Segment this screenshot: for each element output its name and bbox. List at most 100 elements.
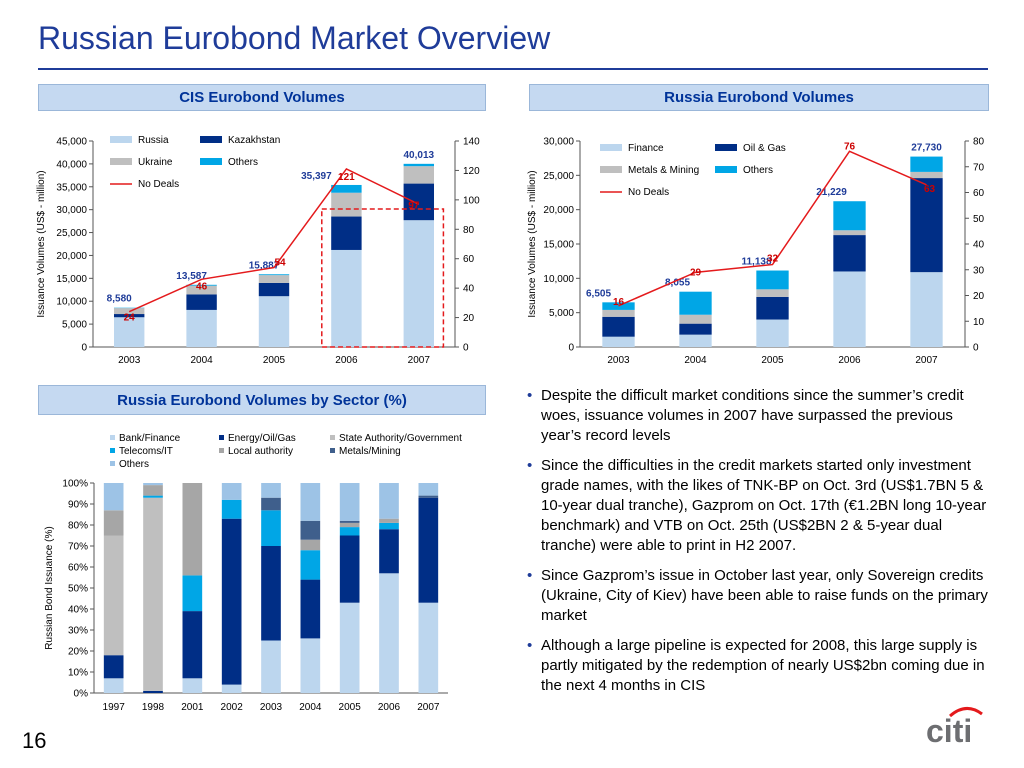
bar-segment <box>910 156 943 172</box>
y2-tick-label: 80 <box>463 225 475 236</box>
y-tick-label: 40% <box>68 605 88 616</box>
bar-total-label: 11,138 <box>741 257 771 268</box>
bullet-item: • Despite the difficult market conditions… <box>527 387 964 444</box>
bar-total-label: 13,587 <box>176 271 207 282</box>
bar-segment <box>418 497 439 603</box>
y-tick-label: 0 <box>81 343 87 354</box>
bar-segment <box>261 497 281 511</box>
bar-segment <box>186 309 217 347</box>
bar-segment <box>300 638 321 693</box>
bar-segment <box>602 316 635 337</box>
bar-segment <box>221 684 242 693</box>
bar-segment <box>182 611 203 679</box>
bar-segment <box>418 495 439 498</box>
bar-segment <box>403 163 435 167</box>
bar-segment <box>143 690 163 693</box>
x-tick-label: 2001 <box>181 702 204 713</box>
y-tick-label: 10,000 <box>543 274 574 285</box>
bar-segment <box>403 183 435 221</box>
bar-total-label: 8,580 <box>107 294 132 305</box>
bar-total-label: 15,887 <box>249 260 280 271</box>
bullet-text: Although a large pipeline is expected fo… <box>541 637 985 694</box>
legend-label: No Deals <box>138 179 179 190</box>
bar-segment <box>186 294 217 310</box>
legend-swatch <box>715 166 737 173</box>
legend-swatch <box>219 448 224 453</box>
bar-segment <box>103 535 124 656</box>
x-tick-label: 2005 <box>339 702 362 713</box>
bar-segment <box>756 296 789 320</box>
y2-tick-label: 40 <box>973 240 985 251</box>
legend-label: Energy/Oil/Gas <box>228 433 296 444</box>
x-tick-label: 2002 <box>221 702 244 713</box>
y-tick-label: 35,000 <box>56 182 87 193</box>
y-tick-label: 60% <box>68 563 88 574</box>
bar-segment <box>258 274 290 276</box>
cis-panel-header: CIS Eurobond Volumes <box>38 84 486 111</box>
bar-segment <box>261 483 281 498</box>
page-title: Russian Eurobond Market Overview <box>38 20 551 56</box>
legend-label: Finance <box>628 143 664 154</box>
y2-tick-label: 0 <box>973 343 979 354</box>
legend-label: Russia <box>138 135 169 146</box>
y2-tick-label: 30 <box>973 265 985 276</box>
deals-label: 46 <box>196 281 208 292</box>
russia-panel-header: Russia Eurobond Volumes <box>529 84 989 111</box>
bar-segment <box>379 522 399 530</box>
bar-segment <box>339 483 360 521</box>
bullet-text: Since Gazprom’s issue in October last ye… <box>541 567 988 624</box>
bullet-item: • Since Gazprom’s issue in October last y… <box>527 567 988 624</box>
y-tick-label: 40,000 <box>56 159 87 170</box>
bar-segment <box>331 184 362 193</box>
legend-swatch <box>330 435 335 440</box>
y2-tick-label: 40 <box>463 284 475 295</box>
legend-swatch <box>110 136 132 143</box>
legend-label: Kazakhstan <box>228 135 280 146</box>
x-tick-label: 2007 <box>915 355 938 366</box>
x-tick-label: 2003 <box>260 702 283 713</box>
legend-swatch <box>110 158 132 165</box>
y2-tick-label: 120 <box>463 166 480 177</box>
y2-tick-label: 60 <box>973 188 985 199</box>
legend-swatch <box>330 448 335 453</box>
bar-segment <box>186 284 217 286</box>
bar-segment <box>339 602 360 693</box>
legend-swatch <box>219 435 224 440</box>
x-tick-label: 2006 <box>378 702 401 713</box>
deals-label: 76 <box>844 141 856 152</box>
y-axis-label: Issuance Volumes (US$ - million) <box>527 170 538 317</box>
y-tick-label: 70% <box>68 542 88 553</box>
y-tick-label: 10,000 <box>56 297 87 308</box>
commentary-bullets: • Despite the difficult market conditions… <box>527 386 995 706</box>
russia-chart: 0 5,000 10,000 15,000 20,000 25,000 30,000 0 10 2… <box>527 137 985 367</box>
bar-segment <box>403 220 435 347</box>
bar-segment <box>418 602 439 693</box>
bar-total-label: 6,505 <box>586 288 611 299</box>
x-tick-label: 2006 <box>335 355 358 366</box>
bar-segment <box>186 285 217 295</box>
deals-label: 97 <box>408 200 420 211</box>
sector-panel-header: Russia Eurobond Volumes by Sector (%) <box>38 385 486 415</box>
bar-segment <box>143 485 163 496</box>
cis-chart: 0 5,000 10,000 15,000 20,000 25,000 30,000 35,0… <box>36 135 480 366</box>
y2-tick-label: 0 <box>463 343 469 354</box>
y-tick-label: 20,000 <box>543 205 574 216</box>
citi-logo: citi <box>926 707 983 748</box>
legend-label: Metals & Mining <box>628 165 699 176</box>
y2-tick-label: 80 <box>973 137 985 148</box>
y2-tick-label: 100 <box>463 195 480 206</box>
x-tick-label: 2006 <box>838 355 861 366</box>
bar-total-label: 8,055 <box>665 278 690 289</box>
bar-segment <box>182 483 203 576</box>
bar-segment <box>679 291 712 315</box>
bar-segment <box>379 529 399 574</box>
bar-segment <box>103 483 124 511</box>
bar-segment <box>602 302 635 310</box>
bar-segment <box>221 518 242 685</box>
bar-segment <box>833 230 866 236</box>
bar-total-label: 27,730 <box>911 143 942 154</box>
deals-label: 24 <box>124 313 136 324</box>
bar-segment <box>910 171 943 179</box>
legend-label: No Deals <box>628 187 669 198</box>
x-tick-label: 2004 <box>299 702 322 713</box>
